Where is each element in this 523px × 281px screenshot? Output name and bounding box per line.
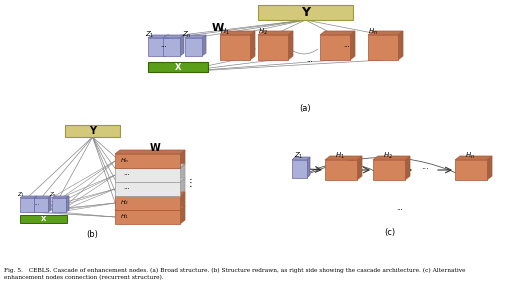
Polygon shape xyxy=(180,206,185,224)
Bar xyxy=(220,35,250,60)
Text: $Z_n$: $Z_n$ xyxy=(182,30,192,40)
Polygon shape xyxy=(185,35,206,38)
Text: ···: ··· xyxy=(344,44,350,50)
Text: $H_1$: $H_1$ xyxy=(120,212,130,221)
Bar xyxy=(163,38,180,56)
Polygon shape xyxy=(34,196,37,212)
Text: $H_2$: $H_2$ xyxy=(120,199,130,207)
Polygon shape xyxy=(52,196,69,198)
Text: ···: ··· xyxy=(306,59,313,65)
Polygon shape xyxy=(405,156,410,180)
Polygon shape xyxy=(288,31,293,60)
Text: $H_2$: $H_2$ xyxy=(258,27,268,37)
Bar xyxy=(115,210,180,224)
Bar xyxy=(65,125,120,137)
Polygon shape xyxy=(487,156,492,180)
Bar xyxy=(368,35,398,60)
Text: Fig. 5.   CEBLS. Cascade of enhancement nodes. (a) Broad structure. (b) Structur: Fig. 5. CEBLS. Cascade of enhancement no… xyxy=(4,268,465,280)
Polygon shape xyxy=(180,192,185,210)
Polygon shape xyxy=(180,178,185,196)
Text: $H_n$: $H_n$ xyxy=(120,157,130,166)
Bar xyxy=(325,160,357,180)
Text: $H_1$: $H_1$ xyxy=(220,27,230,37)
Polygon shape xyxy=(34,196,51,198)
Polygon shape xyxy=(307,157,310,178)
Text: ···: ··· xyxy=(123,186,130,192)
Text: $Z_1$: $Z_1$ xyxy=(145,30,155,40)
Polygon shape xyxy=(115,192,185,196)
Text: ···: ··· xyxy=(161,44,167,50)
Polygon shape xyxy=(350,31,355,60)
Polygon shape xyxy=(320,31,355,35)
Text: (c): (c) xyxy=(384,228,395,237)
Polygon shape xyxy=(180,35,184,56)
Bar xyxy=(115,154,180,168)
Bar xyxy=(258,5,353,20)
Polygon shape xyxy=(398,31,403,60)
Polygon shape xyxy=(115,206,185,210)
Text: (b): (b) xyxy=(86,230,98,239)
Text: (a): (a) xyxy=(299,103,311,112)
Bar xyxy=(185,38,202,56)
Bar xyxy=(320,35,350,60)
Polygon shape xyxy=(455,156,492,160)
Polygon shape xyxy=(148,35,169,38)
Polygon shape xyxy=(115,150,185,154)
Bar xyxy=(148,38,165,56)
Polygon shape xyxy=(115,164,185,168)
Text: $Z_n$: $Z_n$ xyxy=(49,191,57,200)
Polygon shape xyxy=(220,31,255,35)
Polygon shape xyxy=(357,156,362,180)
Text: ⋮: ⋮ xyxy=(185,178,195,188)
Text: X: X xyxy=(41,216,46,222)
Polygon shape xyxy=(373,156,410,160)
Bar xyxy=(148,62,208,72)
Polygon shape xyxy=(258,31,293,35)
Text: ···: ··· xyxy=(35,203,40,207)
Text: ···: ··· xyxy=(123,172,130,178)
Bar xyxy=(115,168,180,182)
Text: W: W xyxy=(212,23,224,33)
Polygon shape xyxy=(325,156,362,160)
Bar xyxy=(52,198,66,212)
Text: $H_n$: $H_n$ xyxy=(465,151,475,161)
Bar xyxy=(258,35,288,60)
Polygon shape xyxy=(292,157,310,160)
Polygon shape xyxy=(180,164,185,182)
Bar xyxy=(115,182,180,196)
Bar xyxy=(373,160,405,180)
Text: $Z_1$: $Z_1$ xyxy=(17,191,25,200)
Text: $H_1$: $H_1$ xyxy=(335,151,345,161)
Polygon shape xyxy=(180,150,185,168)
Text: Y: Y xyxy=(89,126,96,136)
Polygon shape xyxy=(368,31,403,35)
Bar xyxy=(115,196,180,210)
Text: W: W xyxy=(150,143,161,153)
Text: $Z_1$: $Z_1$ xyxy=(294,151,303,161)
Text: $H_2$: $H_2$ xyxy=(383,151,393,161)
Text: ···: ··· xyxy=(396,207,403,213)
Bar xyxy=(455,160,487,180)
Bar xyxy=(20,215,67,223)
Text: ···: ··· xyxy=(421,166,429,175)
Polygon shape xyxy=(48,196,51,212)
Text: Y: Y xyxy=(301,6,310,19)
Polygon shape xyxy=(66,196,69,212)
Polygon shape xyxy=(250,31,255,60)
Bar xyxy=(20,198,34,212)
Polygon shape xyxy=(202,35,206,56)
Text: X: X xyxy=(175,62,181,71)
Bar xyxy=(34,198,48,212)
Polygon shape xyxy=(165,35,169,56)
Bar xyxy=(292,160,307,178)
Polygon shape xyxy=(163,35,184,38)
Polygon shape xyxy=(115,178,185,182)
Text: $H_n$: $H_n$ xyxy=(368,27,378,37)
Polygon shape xyxy=(20,196,37,198)
